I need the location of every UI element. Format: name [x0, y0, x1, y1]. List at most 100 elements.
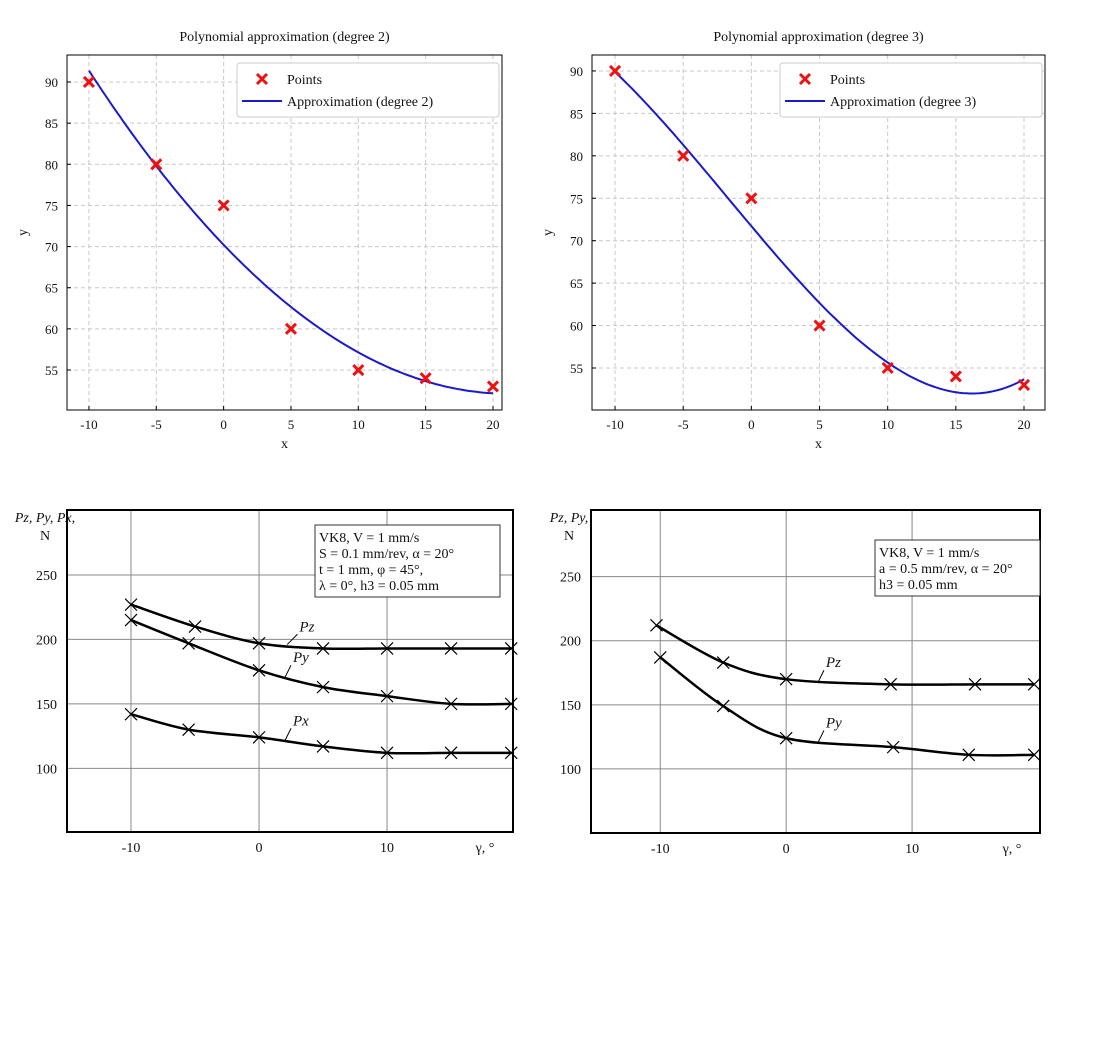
- x-tick-label: 10: [380, 841, 394, 856]
- legend-box: [779, 62, 1043, 118]
- annotation-line: a = 0.5 mm/rev, α = 20°: [879, 562, 1013, 577]
- chart-cutting-forces-2: -10 0 10 100 150 200 250 γ, ° Pz, Py, N VK8, V = 1…: [549, 509, 1041, 857]
- x-tick-label: -5: [678, 417, 689, 432]
- data-marker: [380, 746, 394, 760]
- annotation-line: S = 0.1 mm/rev, α = 20°: [319, 547, 454, 562]
- y-tick-label: 90: [45, 75, 58, 90]
- plot-area: [590, 509, 1041, 834]
- data-point: [419, 372, 432, 385]
- annotation-line: VK8, V = 1 mm/s: [879, 546, 979, 561]
- y-tick-label: 55: [570, 361, 583, 376]
- y-tick-label: 70: [45, 240, 58, 255]
- data-marker: [1027, 677, 1041, 691]
- legend: Points Approximation (degree 2): [236, 62, 500, 118]
- data-marker: [444, 697, 458, 711]
- y-tick-label: 80: [45, 157, 58, 172]
- y-axis-label: y: [16, 229, 31, 236]
- data-point: [949, 370, 962, 383]
- data-marker: [182, 636, 196, 650]
- series-px: Px: [124, 707, 518, 760]
- data-marker: [316, 680, 330, 694]
- data-marker: [444, 746, 458, 760]
- chart-title: Polynomial approximation (degree 3): [713, 30, 924, 45]
- series-label-leader: [817, 669, 825, 684]
- data-marker: [886, 740, 900, 754]
- y-tick-label: 90: [570, 64, 583, 79]
- legend: Points Approximation (degree 3): [779, 62, 1043, 118]
- y-tick-label: 100: [36, 762, 57, 777]
- data-marker: [650, 618, 663, 632]
- y-tick-label: 250: [36, 569, 57, 584]
- annotation: VK8, V = 1 mm/sS = 0.1 mm/rev, α = 20°t …: [314, 524, 501, 598]
- x-tick-label: 20: [1018, 417, 1031, 432]
- data-point: [677, 149, 690, 162]
- series-label: Pz: [825, 655, 841, 671]
- data-point: [352, 363, 365, 377]
- series-line: [130, 712, 512, 755]
- y-tick-label: 200: [36, 633, 57, 648]
- data-marker: [504, 746, 518, 760]
- x-tick-label: 15: [419, 417, 432, 432]
- data-marker: [716, 699, 730, 713]
- data-marker: [504, 697, 518, 711]
- data-point: [813, 319, 826, 332]
- series-pz: Pz: [124, 598, 518, 655]
- chart-title: Polynomial approximation (degree 2): [179, 30, 390, 45]
- data-marker: [252, 636, 266, 650]
- data-marker: [252, 663, 266, 677]
- data-marker: [884, 677, 898, 691]
- x-tick-label: 15: [949, 417, 962, 432]
- series-label-leader: [286, 633, 298, 645]
- x-tick-label: 10: [905, 842, 919, 857]
- y-tick-label: 65: [45, 281, 58, 296]
- legend-label-fit: Approximation (degree 2): [287, 95, 434, 110]
- series-line: [655, 624, 1035, 686]
- x-tick-label: -10: [651, 842, 670, 857]
- legend-label-fit: Approximation (degree 3): [830, 95, 977, 110]
- plot-area: [591, 54, 1046, 411]
- x-tick-label: 5: [288, 417, 295, 432]
- annotation-box: [314, 524, 501, 598]
- annotation-line: t = 1 mm, φ = 45°,: [319, 563, 423, 578]
- y-tick-label: 150: [560, 699, 581, 714]
- data-marker: [1027, 748, 1041, 762]
- data-point: [608, 64, 622, 78]
- data-point: [1017, 378, 1031, 392]
- y-tick-label: 65: [570, 276, 583, 291]
- data-marker: [316, 642, 330, 655]
- x-axis-label: x: [281, 437, 288, 452]
- series-py: Py: [124, 613, 518, 711]
- data-point: [150, 158, 163, 171]
- data-marker: [252, 730, 266, 744]
- data-marker: [124, 598, 138, 612]
- y-axis-label-line1: Pz, Py, Px,: [14, 511, 75, 526]
- y-tick-label: 85: [45, 116, 58, 131]
- fit-curve: [614, 71, 1025, 395]
- series-pz: Pz: [650, 618, 1041, 691]
- chart-polynomial-degree-2: -10 -5 0 5 10 15 20 55 60 65 70 75 80 85 90 Polynomial …: [16, 30, 503, 452]
- data-point: [284, 322, 298, 335]
- data-marker: [444, 642, 458, 655]
- data-marker: [188, 620, 202, 633]
- x-tick-label: 0: [748, 417, 755, 432]
- data-marker: [779, 672, 793, 686]
- data-point: [217, 199, 230, 212]
- legend-label-points: Points: [287, 73, 322, 88]
- data-marker: [380, 642, 394, 655]
- annotation: VK8, V = 1 mm/sa = 0.5 mm/rev, α = 20°h3…: [874, 539, 1041, 597]
- y-tick-label: 60: [570, 319, 583, 334]
- chart-polynomial-degree-3: -10 -5 0 5 10 15 20 55 60 65 70 75 80 85 90 Polynomial …: [541, 30, 1046, 452]
- x-tick-label: 0: [256, 841, 263, 856]
- series-line: [130, 618, 512, 706]
- y-tick-label: 80: [570, 149, 583, 164]
- annotation-box: [874, 539, 1041, 597]
- x-tick-label: 0: [783, 842, 790, 857]
- x-tick-label: 0: [220, 417, 227, 432]
- data-marker: [504, 642, 518, 655]
- data-point: [486, 380, 500, 393]
- series-py: Py: [653, 650, 1041, 762]
- legend-label-points: Points: [830, 73, 865, 88]
- y-tick-label: 250: [560, 571, 581, 586]
- y-tick-label: 100: [560, 763, 581, 778]
